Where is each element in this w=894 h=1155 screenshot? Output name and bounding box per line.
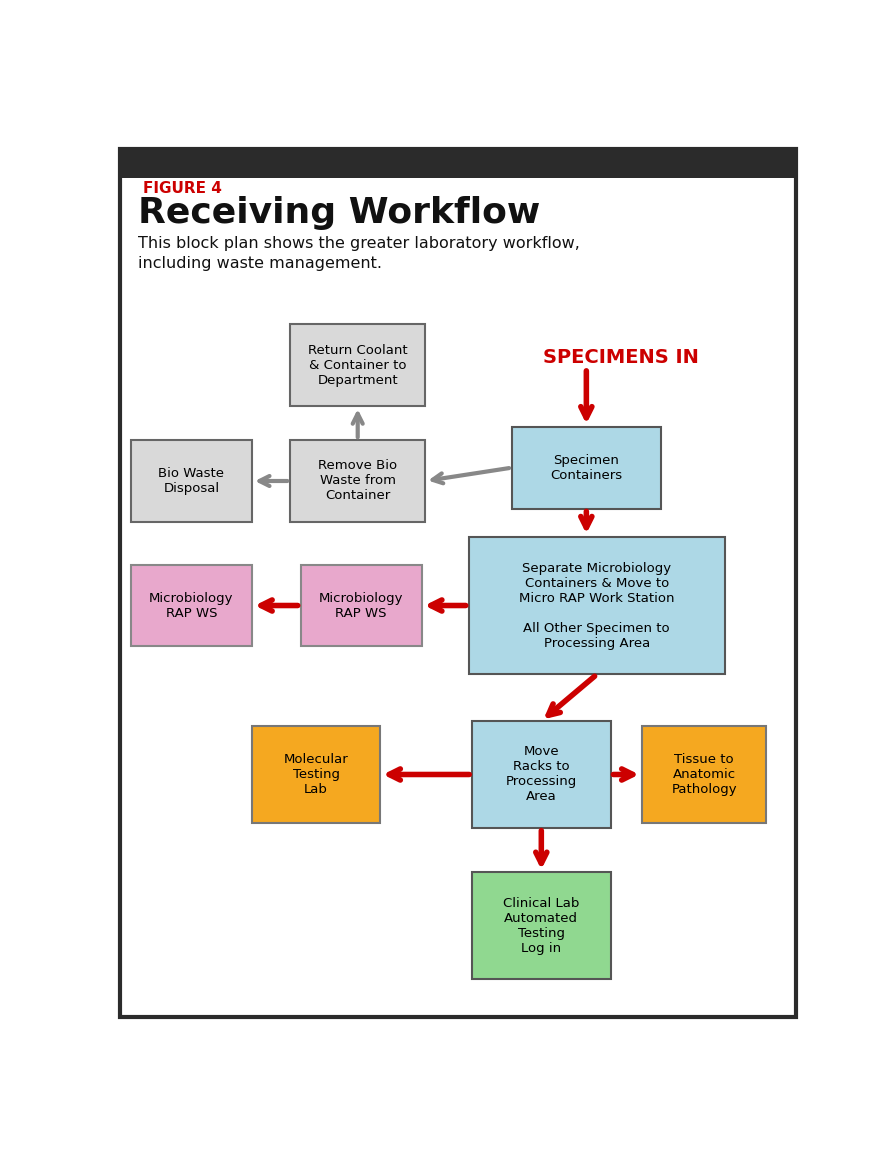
Text: SPECIMENS IN: SPECIMENS IN bbox=[543, 348, 699, 367]
Text: Tissue to
Anatomic
Pathology: Tissue to Anatomic Pathology bbox=[671, 753, 737, 796]
Text: Receiving Workflow: Receiving Workflow bbox=[138, 196, 540, 230]
Text: Remove Bio
Waste from
Container: Remove Bio Waste from Container bbox=[318, 460, 397, 502]
Bar bbox=[291, 325, 426, 407]
Text: FIGURE 4: FIGURE 4 bbox=[143, 181, 222, 196]
Bar bbox=[291, 440, 426, 522]
Text: Molecular
Testing
Lab: Molecular Testing Lab bbox=[283, 753, 349, 796]
Text: Separate Microbiology
Containers & Move to
Micro RAP Work Station

All Other Spe: Separate Microbiology Containers & Move … bbox=[519, 561, 674, 649]
Bar bbox=[300, 566, 422, 646]
Bar bbox=[131, 440, 252, 522]
Text: Microbiology
RAP WS: Microbiology RAP WS bbox=[319, 591, 403, 619]
Bar bbox=[120, 149, 797, 178]
Bar bbox=[642, 725, 766, 824]
Bar bbox=[468, 537, 725, 675]
Text: Return Coolant
& Container to
Department: Return Coolant & Container to Department bbox=[308, 344, 408, 387]
Text: Clinical Lab
Automated
Testing
Log in: Clinical Lab Automated Testing Log in bbox=[503, 896, 579, 955]
Text: Microbiology
RAP WS: Microbiology RAP WS bbox=[149, 591, 233, 619]
Text: This block plan shows the greater laboratory workflow,
including waste managemen: This block plan shows the greater labora… bbox=[138, 237, 580, 271]
Bar bbox=[252, 725, 380, 824]
Bar bbox=[131, 566, 252, 646]
Text: Move
Racks to
Processing
Area: Move Racks to Processing Area bbox=[506, 745, 577, 804]
Text: Bio Waste
Disposal: Bio Waste Disposal bbox=[158, 467, 224, 495]
Bar bbox=[512, 426, 661, 508]
Bar bbox=[472, 872, 611, 979]
Bar bbox=[472, 721, 611, 828]
Text: Specimen
Containers: Specimen Containers bbox=[551, 454, 622, 482]
